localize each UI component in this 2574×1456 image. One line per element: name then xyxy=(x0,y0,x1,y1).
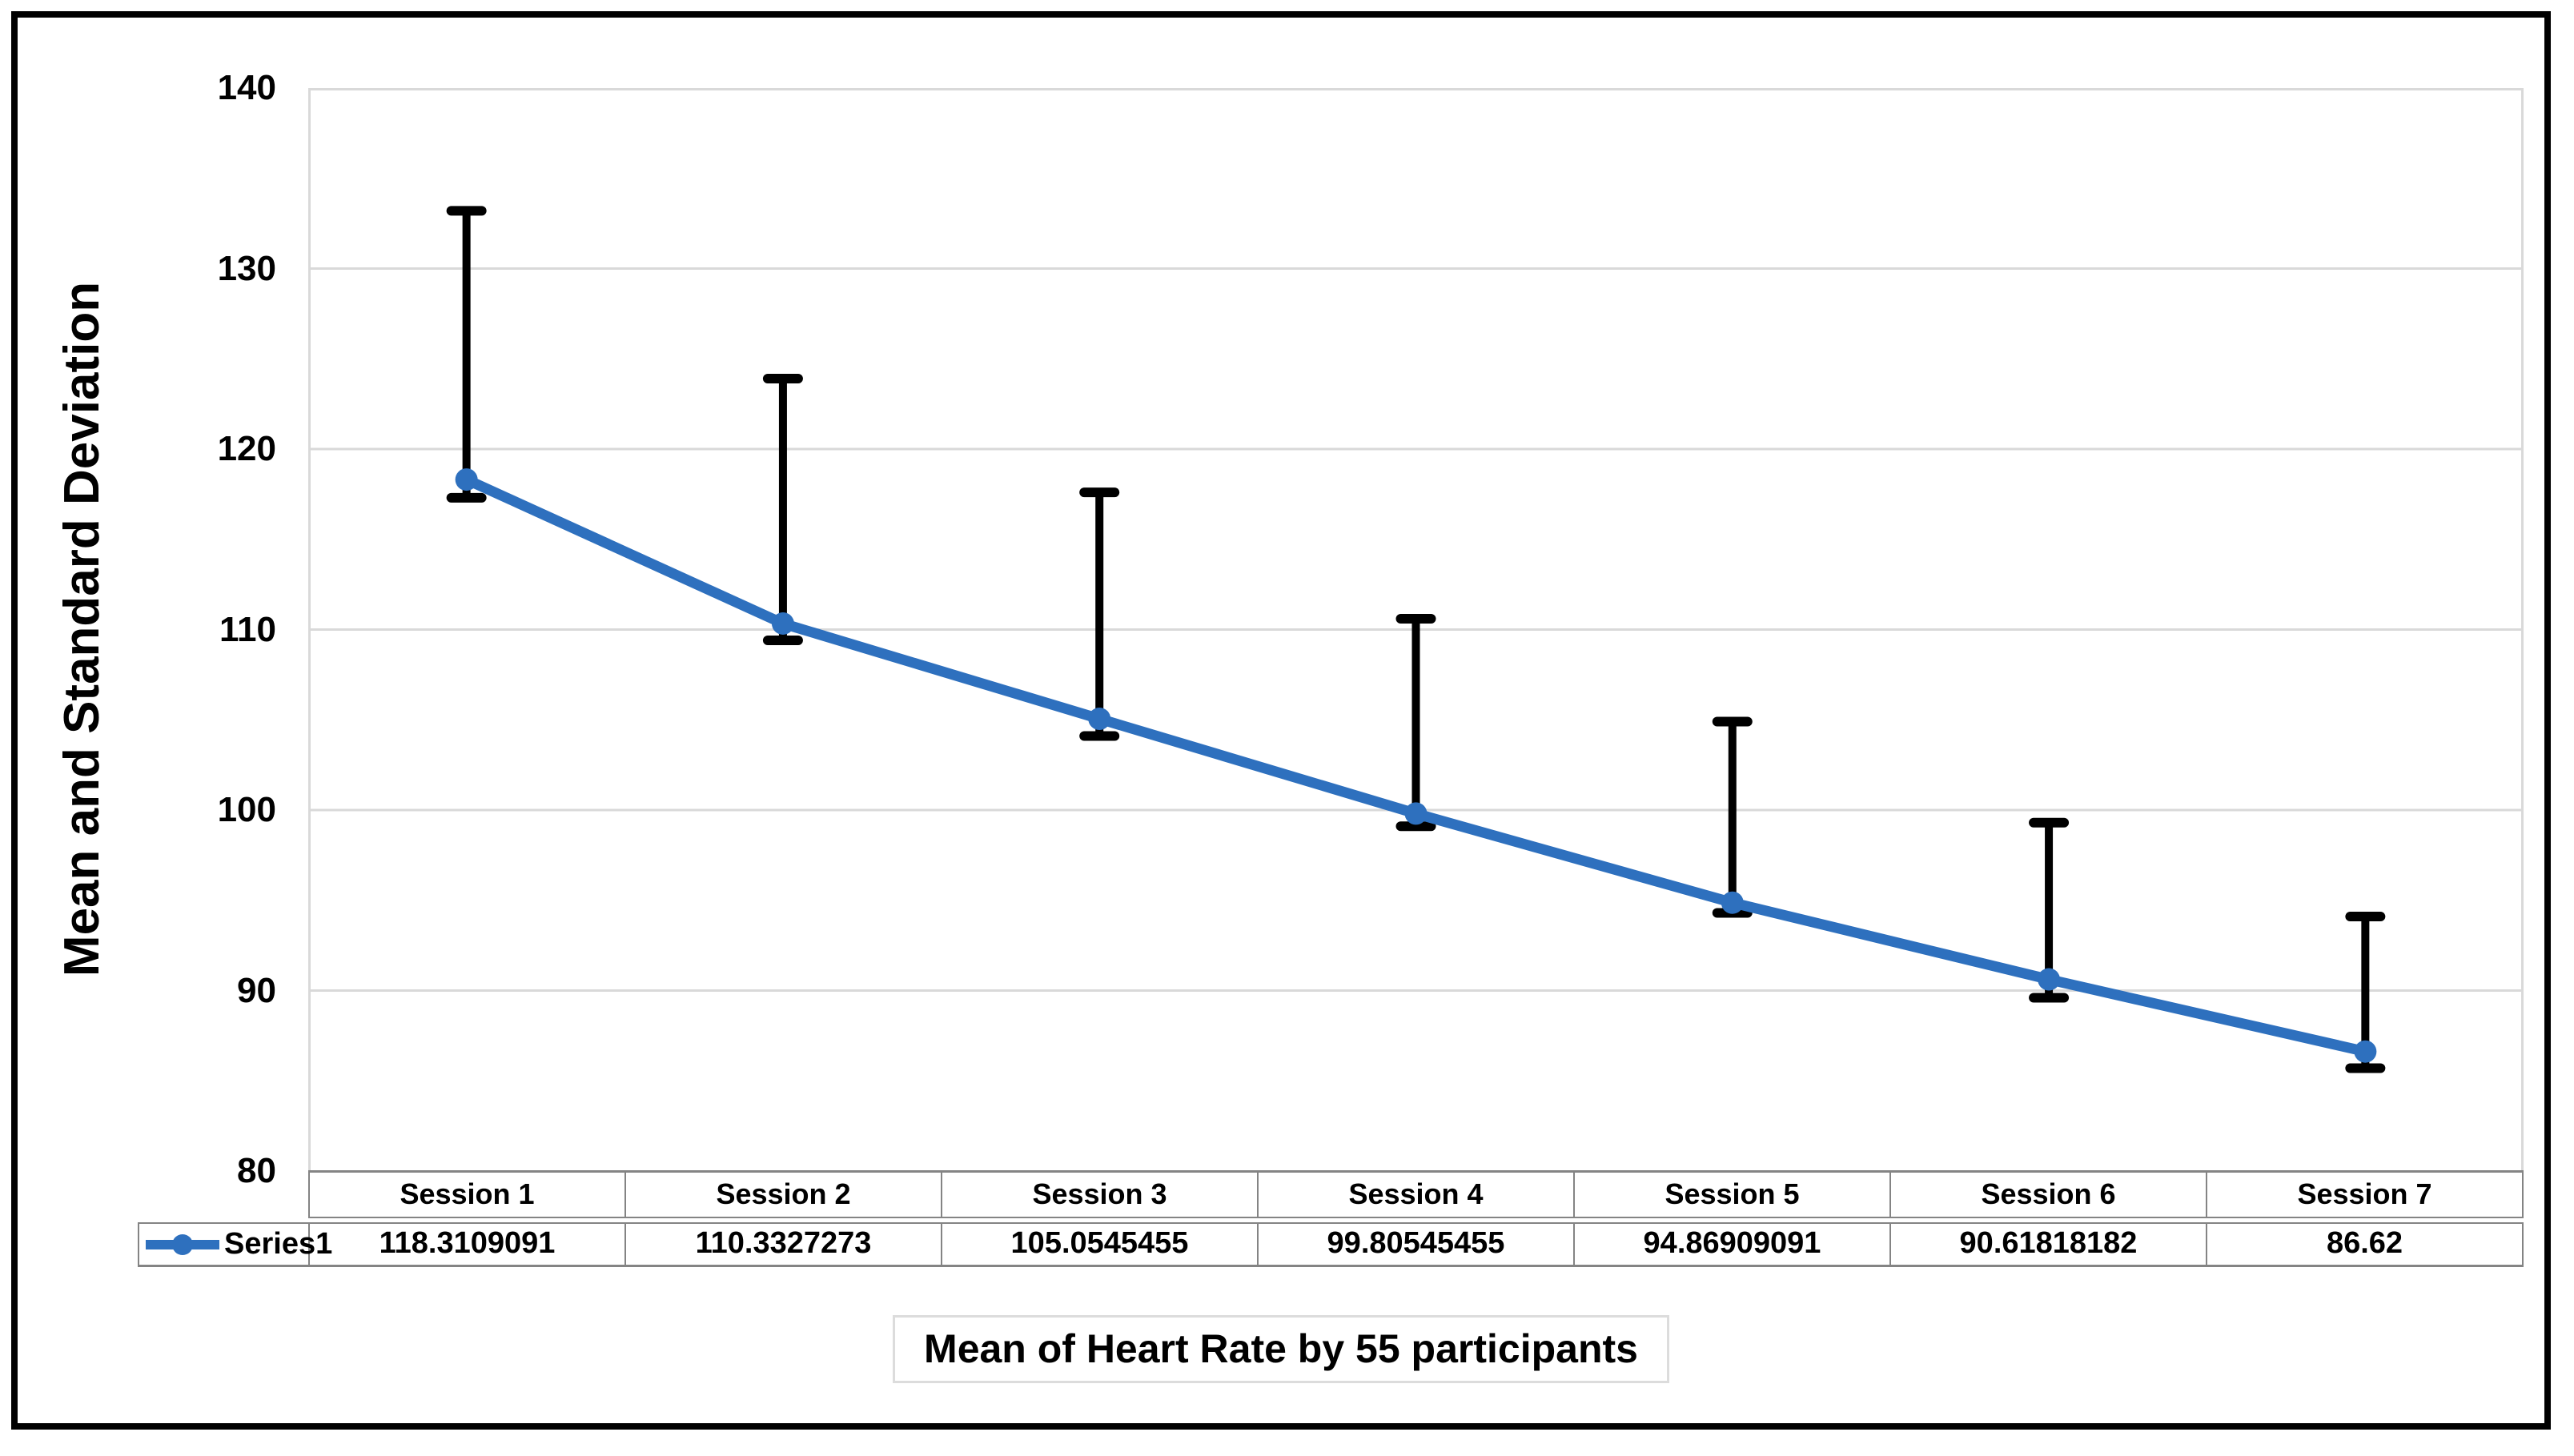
table-header-cell: Session 5 xyxy=(1573,1173,1889,1217)
y-tick-label: 120 xyxy=(217,429,276,468)
data-table-header-row: Session 1 Session 2 Session 3 Session 4 Sess… xyxy=(308,1170,2524,1218)
data-table-value-row: Series1 118.3109091 110.3327273 105.054545… xyxy=(138,1222,2524,1267)
table-header-cell: Session 4 xyxy=(1257,1173,1573,1217)
table-value-cell: 90.61818182 xyxy=(1889,1224,2206,1265)
data-point-marker xyxy=(455,468,478,491)
chart-plot-area xyxy=(308,88,2524,1171)
table-value-cell: 94.86909091 xyxy=(1573,1224,1889,1265)
data-point-marker xyxy=(771,612,794,635)
data-point-marker xyxy=(2354,1040,2377,1063)
legend-cell: Series1 xyxy=(139,1224,332,1265)
y-tick-label: 130 xyxy=(217,248,276,288)
data-point-marker xyxy=(1721,891,1744,914)
y-tick-label: 80 xyxy=(237,1151,276,1190)
table-header-cell: Session 7 xyxy=(2206,1173,2522,1217)
table-header-cell: Session 1 xyxy=(400,1177,535,1210)
table-value-cell: 105.0545455 xyxy=(941,1224,1257,1265)
table-value-cell: 118.3109091 xyxy=(379,1226,556,1260)
table-header-cell: Session 6 xyxy=(1889,1173,2206,1217)
y-tick-label: 100 xyxy=(217,790,276,829)
y-tick-label: 90 xyxy=(237,970,276,1010)
y-tick-label: 140 xyxy=(217,68,276,107)
series-legend-label: Series1 xyxy=(224,1227,333,1261)
table-header-cell: Session 2 xyxy=(624,1173,941,1217)
chart-title: Mean of Heart Rate by 55 participants xyxy=(893,1315,1669,1383)
data-point-marker xyxy=(1404,802,1428,825)
table-value-cell: 86.62 xyxy=(2206,1224,2522,1265)
data-point-marker xyxy=(1088,708,1111,731)
table-header-cell: Session 3 xyxy=(941,1173,1257,1217)
chart-outer-frame: Mean and Standard Deviation 140 130 120 110… xyxy=(11,11,2551,1430)
table-value-cell: 99.80545455 xyxy=(1257,1224,1573,1265)
table-value-cell: 110.3327273 xyxy=(624,1224,941,1265)
series-legend-key-icon xyxy=(146,1233,219,1255)
y-tick-label: 110 xyxy=(219,609,276,649)
y-axis-title: Mean and Standard Deviation xyxy=(54,281,110,977)
data-point-marker xyxy=(2038,968,2061,991)
